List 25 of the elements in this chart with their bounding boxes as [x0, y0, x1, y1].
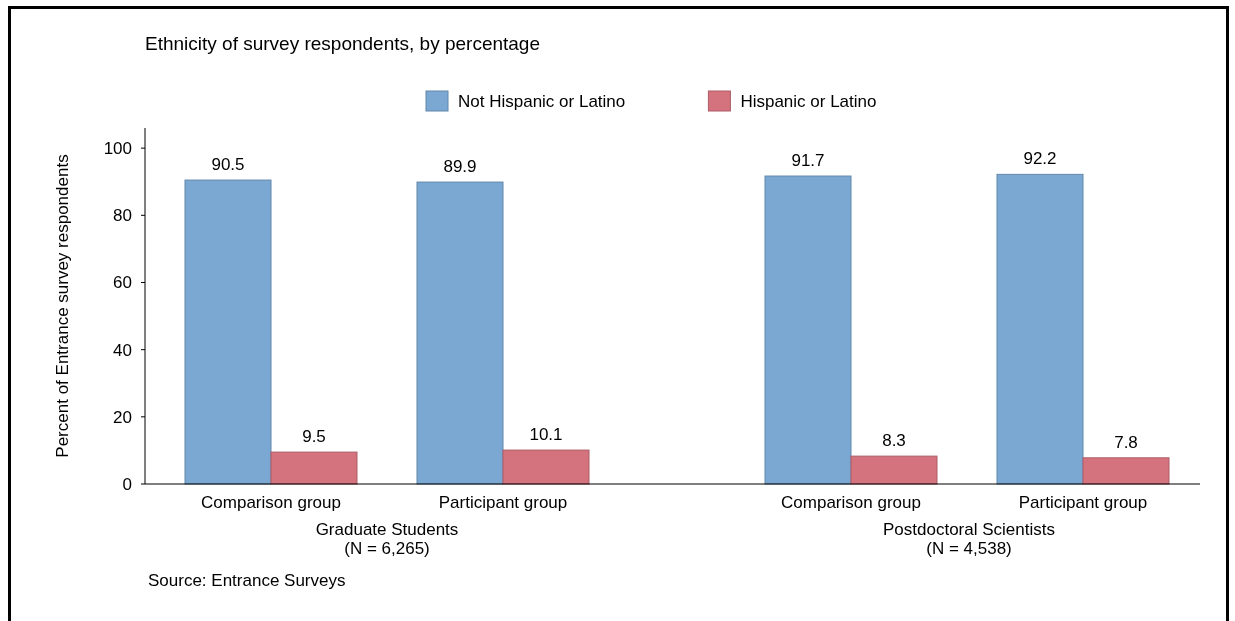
data-label: 7.8	[1114, 432, 1138, 452]
y-tick-label: 20	[113, 407, 132, 427]
data-label: 9.5	[302, 427, 326, 447]
data-label: 10.1	[529, 425, 563, 445]
y-tick-label: 100	[103, 139, 132, 159]
source-note: Source: Entrance Surveys	[148, 571, 346, 590]
y-tick-label: 40	[113, 340, 132, 360]
y-axis-title: Percent of Entrance survey respondents	[52, 154, 72, 458]
x-tick-label: Comparison group	[201, 493, 341, 512]
data-label: 89.9	[443, 157, 477, 177]
legend-label: Not Hispanic or Latino	[458, 91, 626, 111]
x-tick-label: Comparison group	[781, 493, 921, 512]
y-tick-label: 80	[113, 206, 132, 226]
y-tick-label: 60	[113, 273, 132, 293]
x-tick-label: Participant group	[438, 493, 568, 512]
chart-title: Ethnicity of survey respondents, by percentage	[145, 32, 541, 54]
text: Graduate Students (N = 6,265)	[315, 520, 459, 558]
legend-label: Hispanic or Latino	[740, 91, 877, 111]
data-label: 92.2	[1023, 149, 1057, 169]
y-tick-label: 0	[122, 474, 132, 494]
data-label: 90.5	[211, 155, 245, 175]
text: Postdoctoral Scientists (N = 4,538)	[883, 520, 1055, 558]
x-tick-label: Participant group	[1018, 493, 1148, 512]
data-label: 91.7	[791, 151, 825, 171]
data-label: 8.3	[882, 431, 906, 451]
